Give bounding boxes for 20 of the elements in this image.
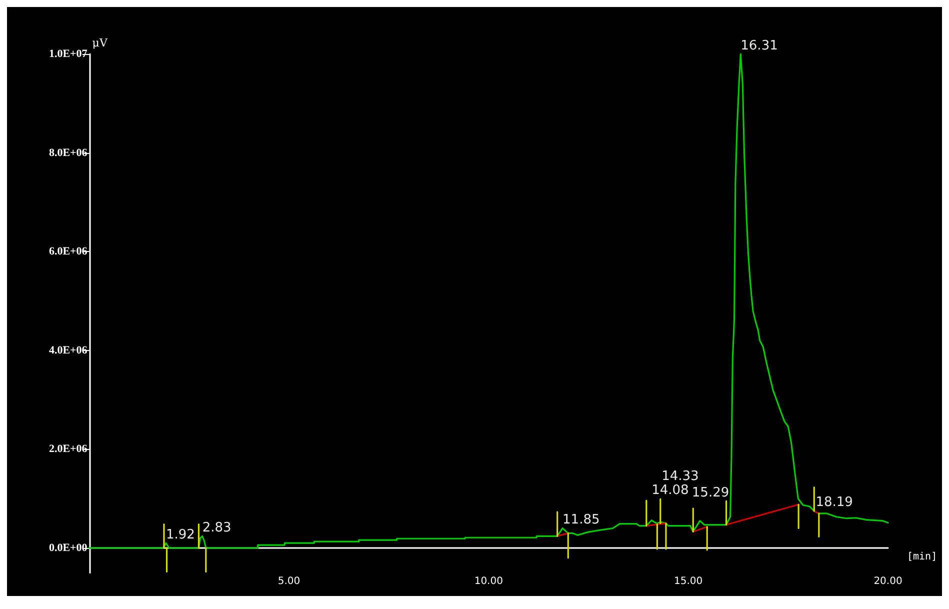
x-tick-label: 15.00	[674, 576, 703, 588]
y-axis-title: μV	[92, 36, 108, 50]
annotation: 1.92	[166, 528, 195, 543]
annotation: 14.33	[662, 468, 699, 484]
y-tick-label: 8.0E+06	[48, 146, 88, 159]
x-axis-title: [min]	[907, 552, 938, 562]
annotation: 16.31	[740, 38, 778, 54]
y-tick-label: 4.0E+06	[48, 344, 88, 356]
annotation: 11.85	[562, 512, 600, 528]
x-tick-label: 20.00	[874, 576, 902, 588]
x-tick-label: 10.00	[474, 576, 503, 588]
annotation: 14.08	[652, 482, 689, 498]
annotation: 18.19	[816, 494, 853, 510]
annotation: 15.29	[692, 485, 730, 500]
y-tick-label: 0.0E+00	[48, 542, 88, 554]
x-tick-label: 5.00	[278, 576, 300, 588]
y-tick-label: 1.0E+07	[48, 48, 88, 60]
y-tick-label: 2.0E+06	[48, 443, 88, 456]
annotation: 2.83	[202, 520, 232, 536]
y-tick-label: 6.0E+06	[48, 246, 88, 258]
